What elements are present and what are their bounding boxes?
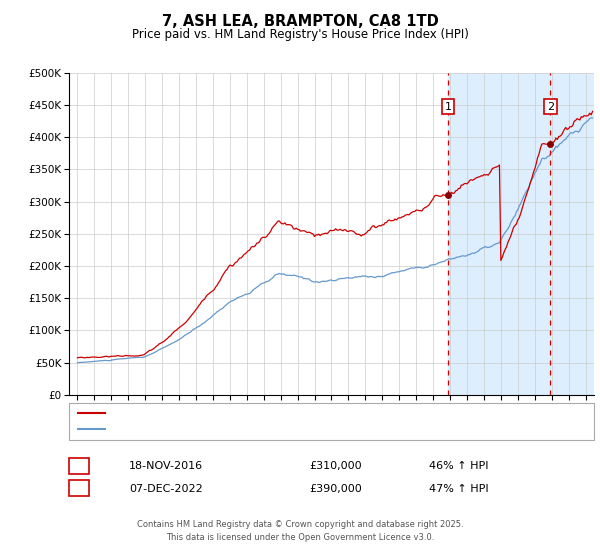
Text: Price paid vs. HM Land Registry's House Price Index (HPI): Price paid vs. HM Land Registry's House … — [131, 28, 469, 41]
Text: HPI: Average price, detached house, Cumberland: HPI: Average price, detached house, Cumb… — [111, 424, 368, 435]
Text: 2: 2 — [547, 101, 554, 111]
Text: 1: 1 — [445, 101, 452, 111]
Text: 46% ↑ HPI: 46% ↑ HPI — [429, 461, 488, 472]
Text: 7, ASH LEA, BRAMPTON, CA8 1TD (detached house): 7, ASH LEA, BRAMPTON, CA8 1TD (detached … — [111, 408, 380, 418]
Text: £390,000: £390,000 — [309, 484, 362, 494]
Text: 18-NOV-2016: 18-NOV-2016 — [129, 461, 203, 472]
Text: 2: 2 — [75, 482, 83, 496]
Text: 47% ↑ HPI: 47% ↑ HPI — [429, 484, 488, 494]
Text: 1: 1 — [75, 460, 83, 473]
Text: £310,000: £310,000 — [309, 461, 362, 472]
Text: 7, ASH LEA, BRAMPTON, CA8 1TD: 7, ASH LEA, BRAMPTON, CA8 1TD — [161, 14, 439, 29]
Text: 07-DEC-2022: 07-DEC-2022 — [129, 484, 203, 494]
Bar — [448, 73, 594, 395]
Text: Contains HM Land Registry data © Crown copyright and database right 2025.
This d: Contains HM Land Registry data © Crown c… — [137, 520, 463, 542]
